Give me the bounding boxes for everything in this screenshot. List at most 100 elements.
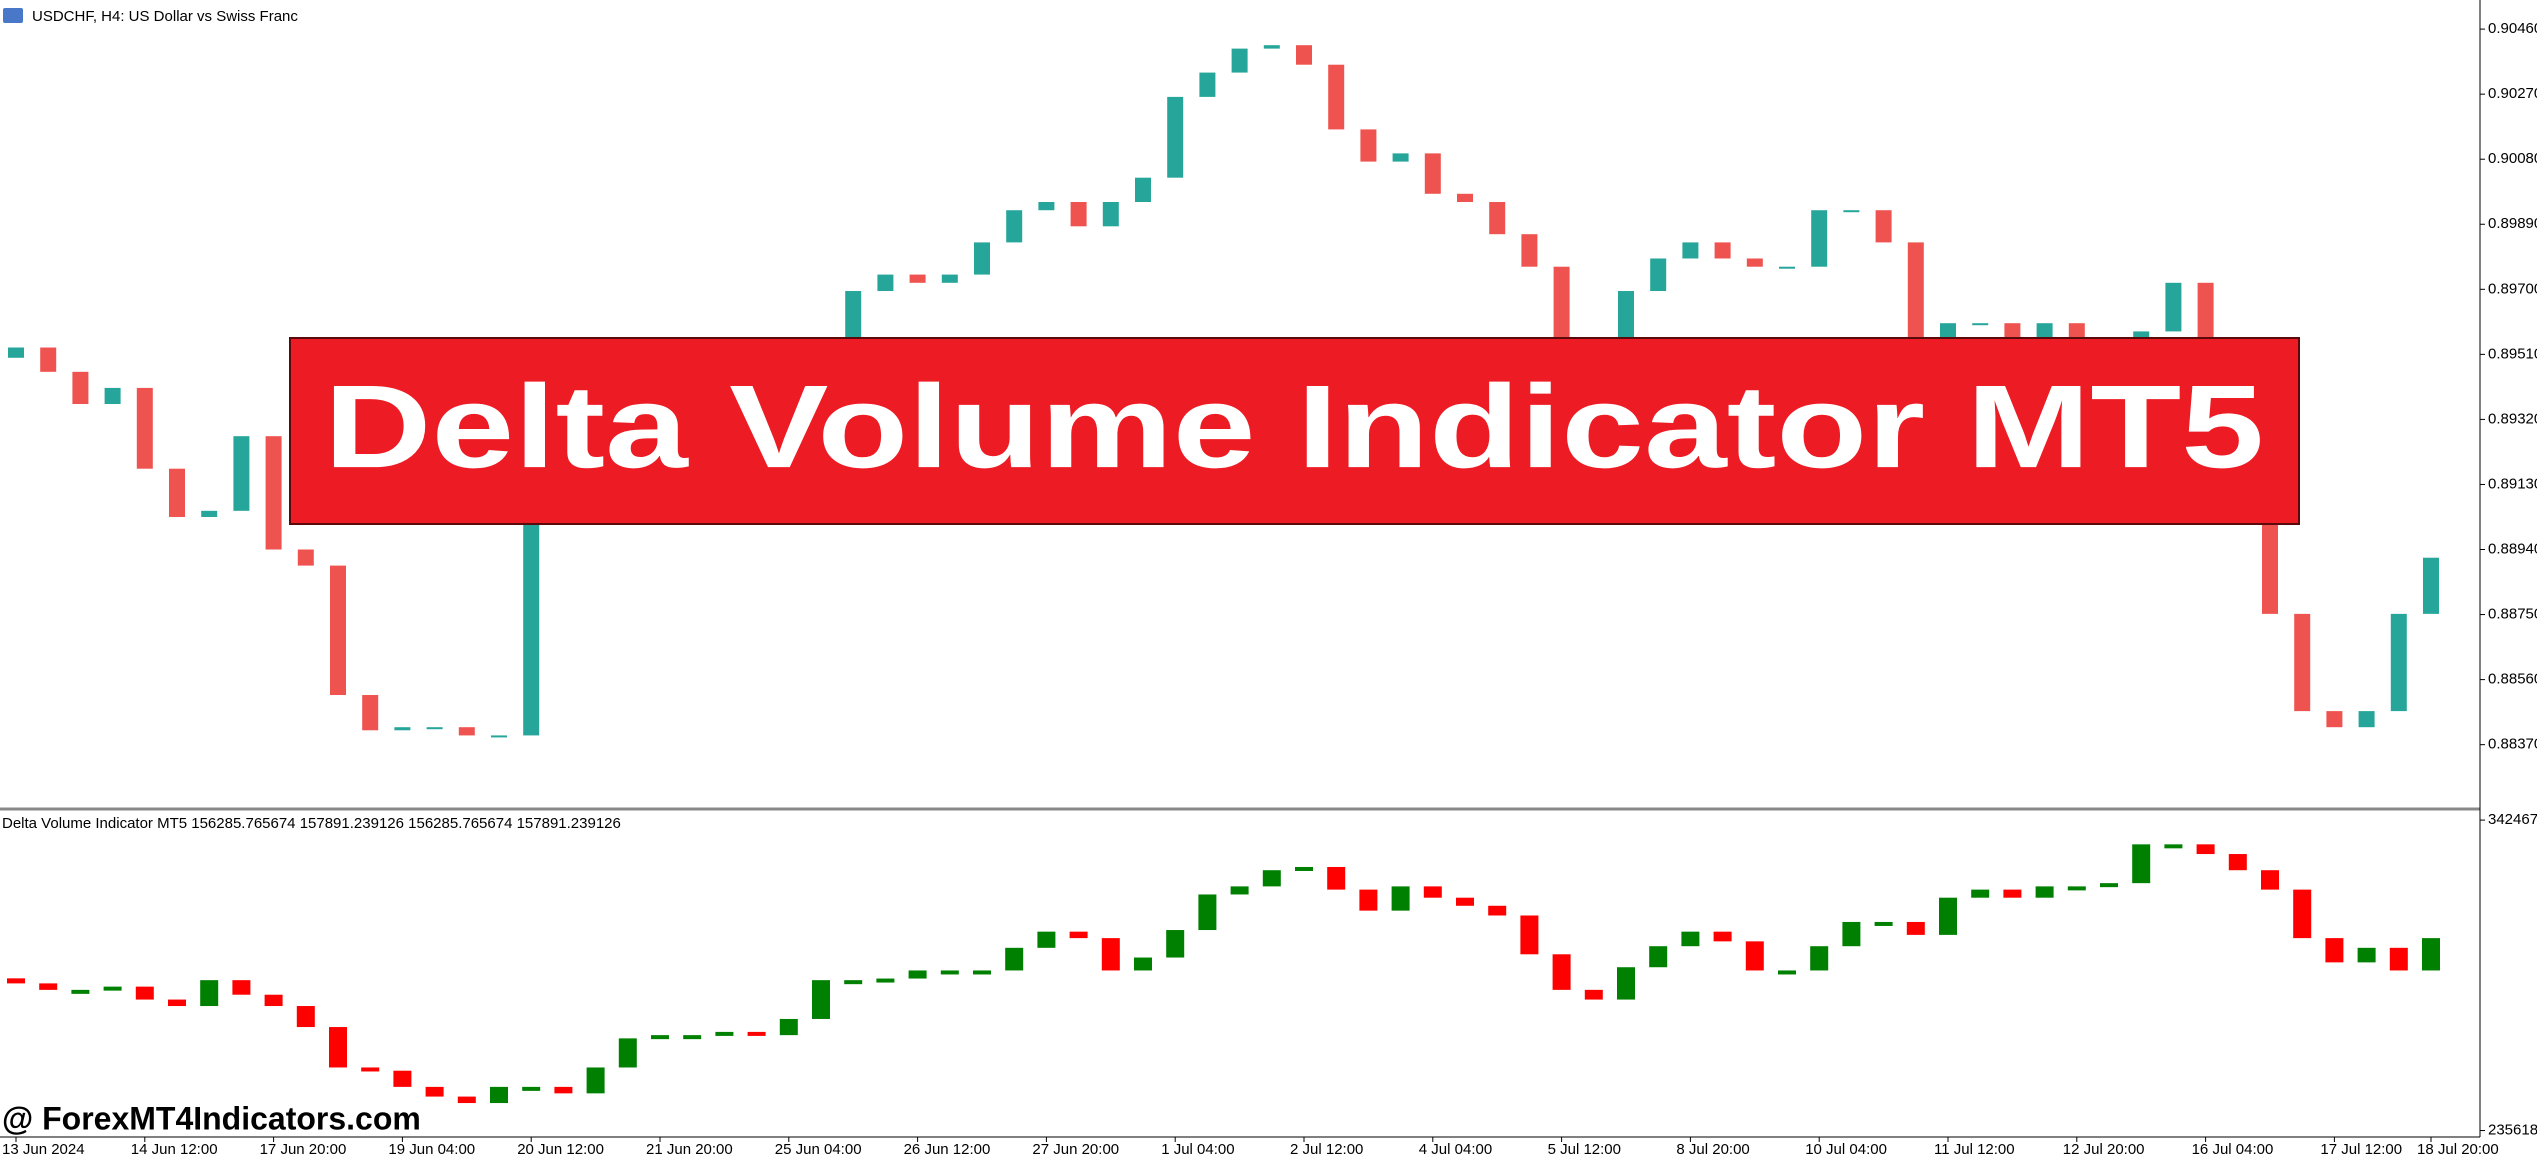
delta-bar <box>2067 886 2086 891</box>
candle <box>2326 711 2343 728</box>
delta-bar <box>2228 854 2247 871</box>
delta-bar <box>1939 897 1957 935</box>
x-tick-label: 21 Jun 20:00 <box>646 1141 733 1158</box>
candle <box>2036 323 2053 340</box>
delta-bar <box>2100 883 2118 888</box>
delta-bar <box>1198 894 1217 931</box>
delta-bar <box>1101 938 1120 971</box>
delta-bar <box>2389 947 2408 971</box>
delta-bar <box>1810 946 1829 971</box>
candle <box>1940 323 1956 340</box>
candle <box>426 727 443 730</box>
delta-bar <box>618 1038 637 1068</box>
delta-bar <box>1906 921 1925 935</box>
delta-bar <box>1005 947 1024 971</box>
delta-bar <box>554 1086 573 1094</box>
delta-bar <box>393 1070 412 1087</box>
x-tick-label: 4 Jul 04:00 <box>1419 1141 1492 1158</box>
delta-bar <box>747 1031 766 1036</box>
delta-bar <box>2293 889 2312 939</box>
candle <box>40 347 57 372</box>
y-tick-label: 0.89510 <box>2488 345 2537 362</box>
candle <box>297 549 314 566</box>
delta-bar <box>715 1031 734 1036</box>
candle <box>2358 711 2375 728</box>
delta-bar <box>2357 947 2376 963</box>
delta-bar <box>2261 870 2279 890</box>
candle <box>362 695 379 731</box>
candle <box>1682 242 1699 259</box>
candle <box>2423 557 2439 614</box>
candle <box>877 274 894 292</box>
delta-bar <box>1391 886 1410 911</box>
candle <box>1006 210 1023 243</box>
delta-bar <box>1069 931 1088 939</box>
candle <box>1102 202 1119 227</box>
delta-bar <box>1456 897 1474 906</box>
delta-bar <box>1584 989 1603 1000</box>
delta-bar <box>1295 866 1313 871</box>
candle <box>1328 64 1345 130</box>
y-tick-label: 0.88370 <box>2488 736 2537 753</box>
delta-bar <box>908 970 927 979</box>
candle <box>2294 613 2311 712</box>
candle <box>1972 323 1989 326</box>
candle <box>1038 202 1055 211</box>
y-tick-label: 0.88750 <box>2488 606 2537 623</box>
candle <box>1521 234 1538 267</box>
candle <box>941 274 958 283</box>
candle <box>104 387 121 404</box>
banner <box>289 337 2300 525</box>
delta-bar <box>1971 889 1990 898</box>
candle <box>72 371 89 404</box>
candle <box>1811 210 1828 267</box>
candle <box>974 242 990 275</box>
delta-bar <box>1134 957 1152 971</box>
candle <box>136 387 153 469</box>
x-tick-label: 8 Jul 20:00 <box>1676 1141 1749 1158</box>
delta-bar <box>39 983 58 990</box>
y-tick-label: 0.90460 <box>2488 20 2537 37</box>
candle <box>1875 210 1892 243</box>
y-tick-label: 0.90080 <box>2488 150 2537 167</box>
delta-bar <box>940 970 959 975</box>
y-tick-label: 0.89130 <box>2488 475 2537 492</box>
delta-bar <box>1649 946 1668 968</box>
delta-bar <box>1488 905 1507 916</box>
delta-bar <box>1713 931 1732 942</box>
y-tick-label: 0.88560 <box>2488 671 2537 688</box>
delta-bar <box>586 1067 605 1094</box>
delta-bar <box>2164 844 2183 849</box>
candle <box>845 291 862 348</box>
x-tick-label: 13 Jun 2024 <box>2 1141 85 1158</box>
y-tick-label: 342467. <box>2488 811 2537 828</box>
x-tick-label: 1 Jul 04:00 <box>1161 1141 1234 1158</box>
candle <box>2165 282 2182 332</box>
delta-bar <box>876 978 895 983</box>
delta-bar <box>1327 866 1346 890</box>
candle <box>2133 331 2150 340</box>
delta-bar <box>844 980 863 985</box>
symbol-icon <box>3 8 23 23</box>
x-tick-label: 27 Jun 20:00 <box>1032 1141 1119 1158</box>
x-tick-label: 25 Jun 04:00 <box>775 1141 862 1158</box>
candle <box>8 347 24 358</box>
delta-bar <box>1745 941 1764 971</box>
delta-bar <box>683 1035 702 1040</box>
x-tick-label: 2 Jul 12:00 <box>1290 1141 1363 1158</box>
candle <box>523 516 540 736</box>
delta-bar <box>1166 930 1185 958</box>
x-tick-label: 5 Jul 12:00 <box>1548 1141 1621 1158</box>
candle <box>1167 96 1184 178</box>
delta-bar <box>1423 886 1442 898</box>
delta-bar <box>168 999 186 1007</box>
delta-bar <box>71 989 90 994</box>
candle <box>394 727 411 731</box>
candle <box>1489 202 1506 235</box>
candle <box>265 436 282 550</box>
candle <box>491 735 507 738</box>
x-tick-label: 17 Jun 20:00 <box>260 1141 347 1158</box>
candle <box>1263 45 1280 49</box>
delta-bar <box>361 1067 380 1072</box>
